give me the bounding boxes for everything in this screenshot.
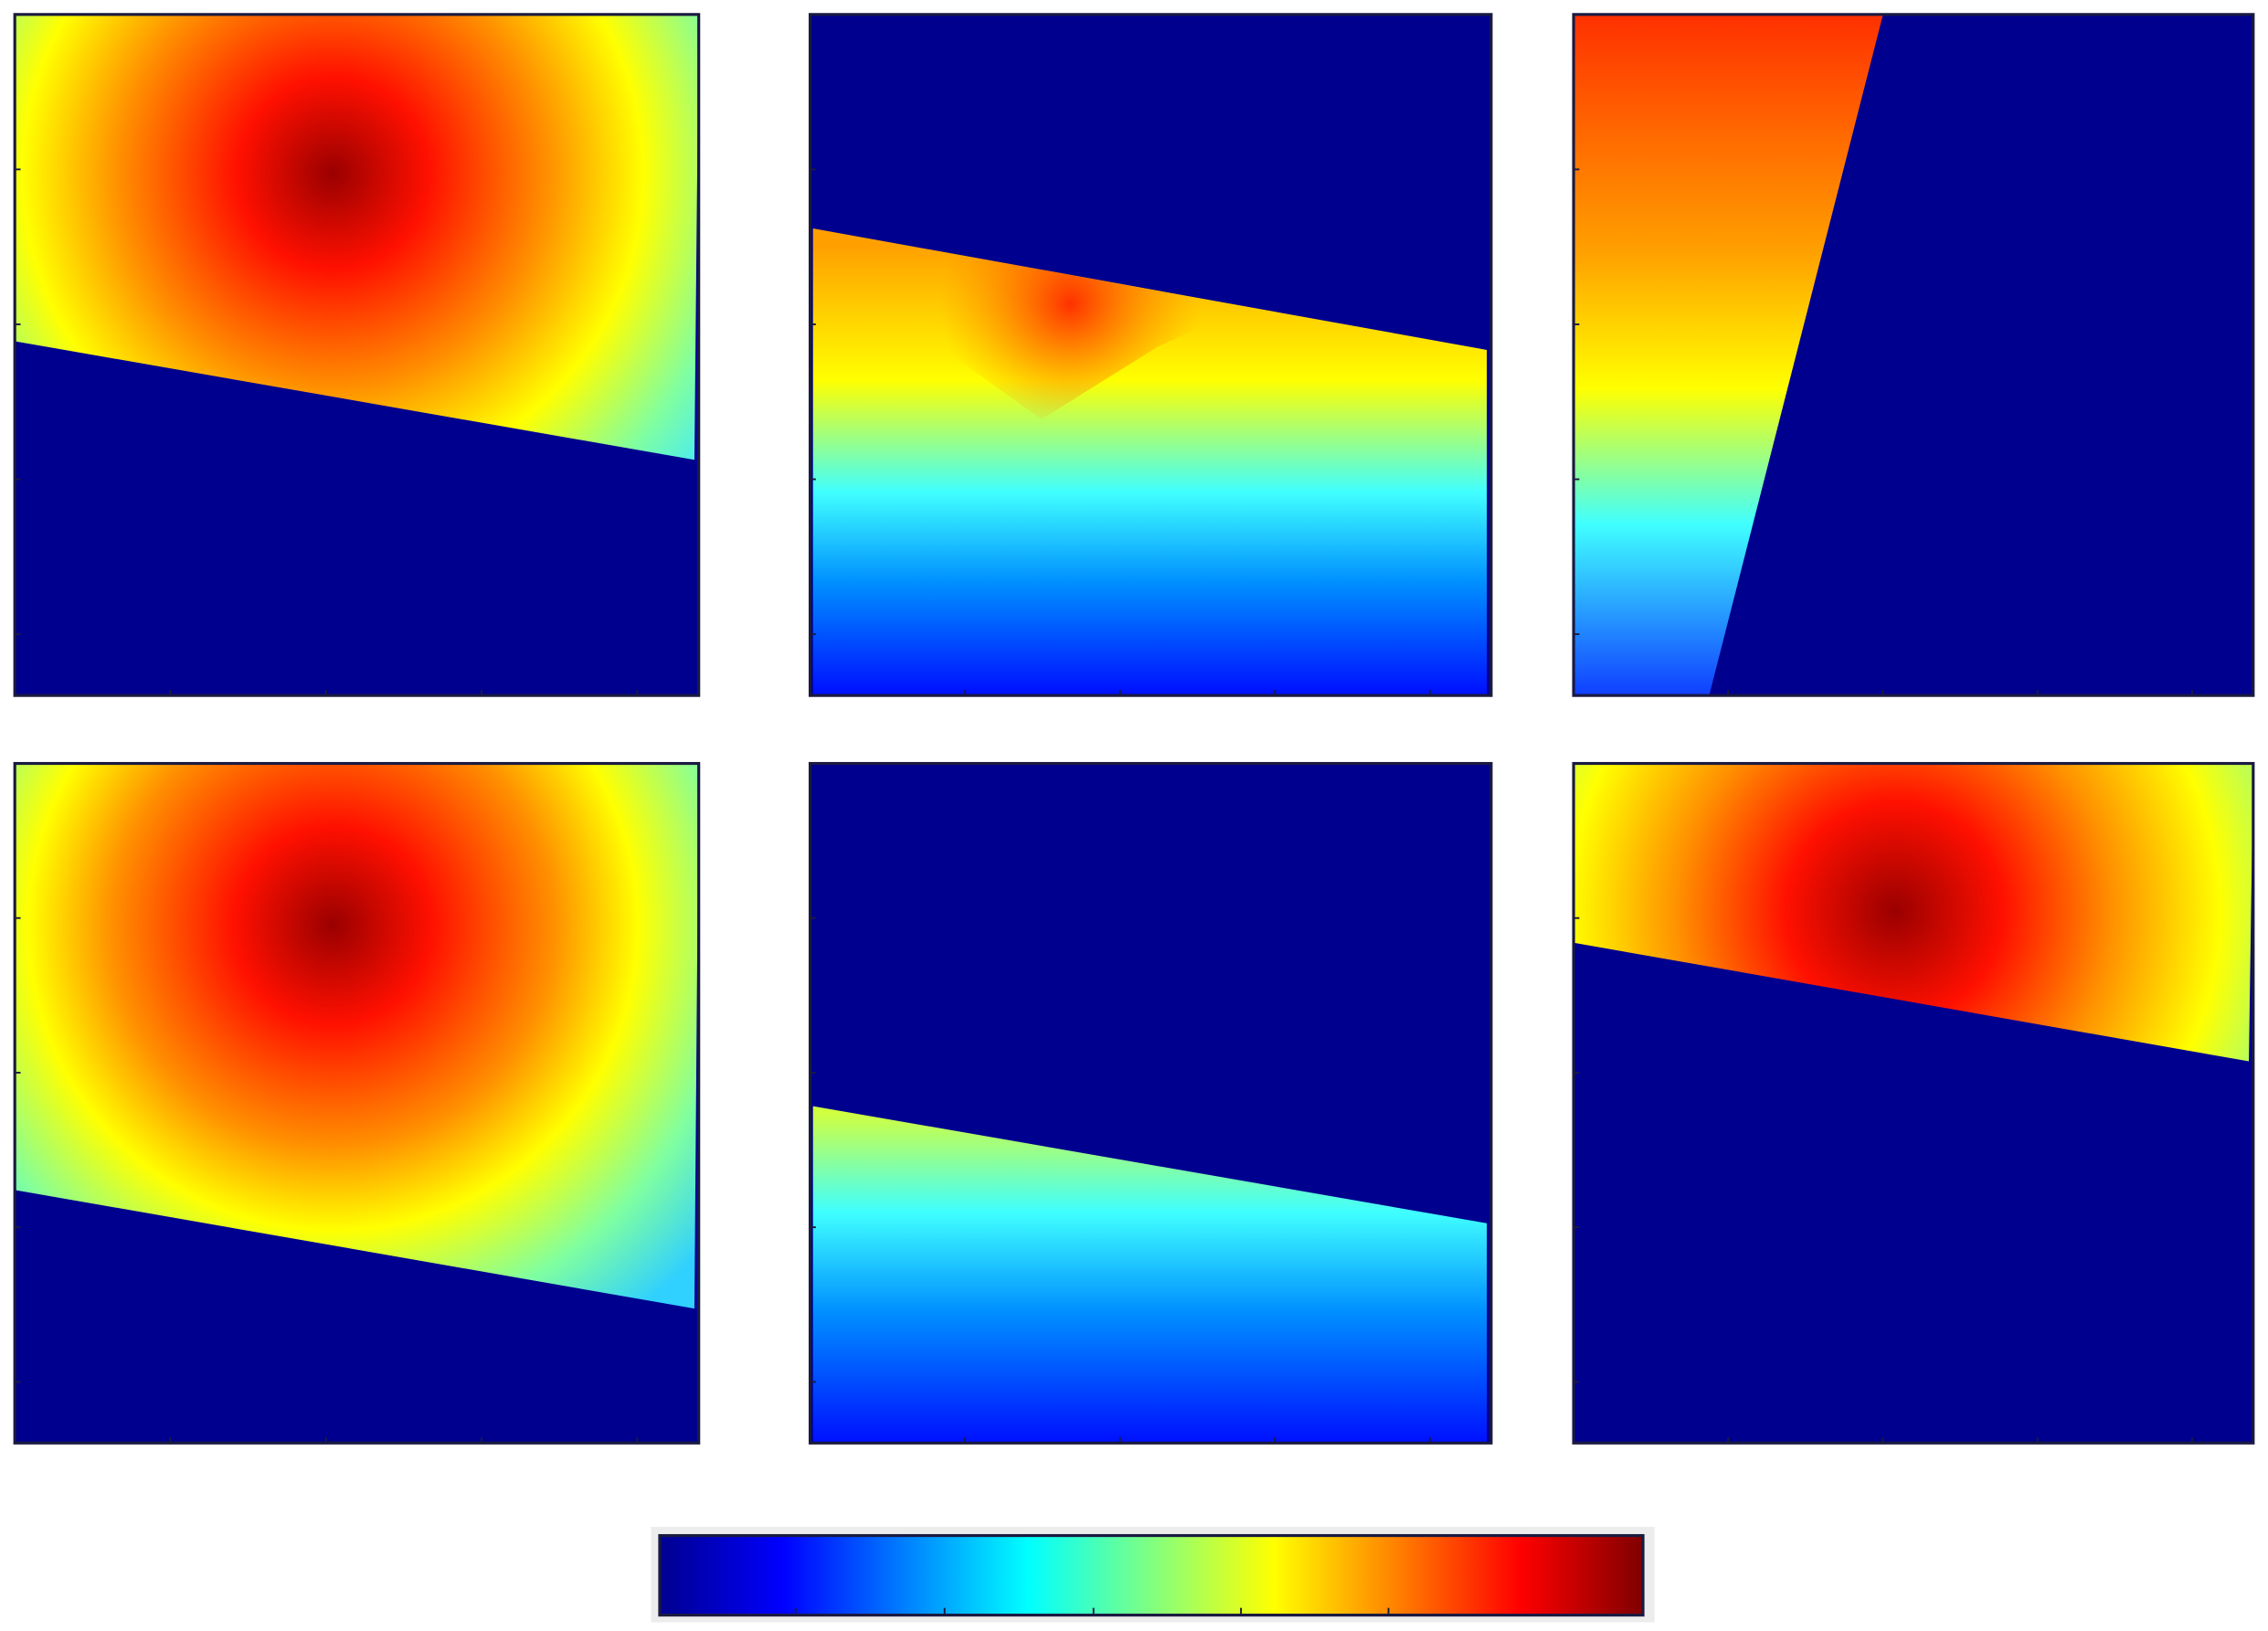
panel	[808, 13, 1493, 697]
panel	[1572, 13, 2255, 697]
colorbar	[658, 1533, 1645, 1617]
panel-frame	[808, 761, 1493, 1445]
panel-frame	[1572, 761, 2255, 1445]
elevation-map	[1574, 763, 2253, 1062]
axis-ticks	[15, 168, 2193, 1444]
panel	[13, 761, 701, 1445]
panels	[13, 13, 2255, 1445]
elevation-map	[15, 14, 699, 461]
panel	[808, 761, 1493, 1445]
elevation-map	[1574, 14, 1883, 694]
panel-frame	[13, 761, 701, 1445]
panel-frame	[808, 13, 1493, 697]
elevation-map	[15, 763, 699, 1309]
panel	[1572, 761, 2255, 1445]
panel-frame	[1572, 13, 2255, 697]
elevation-peak	[926, 249, 1245, 419]
panel	[13, 13, 701, 697]
panel-frame	[13, 13, 701, 697]
elevation-map	[812, 1106, 1488, 1444]
